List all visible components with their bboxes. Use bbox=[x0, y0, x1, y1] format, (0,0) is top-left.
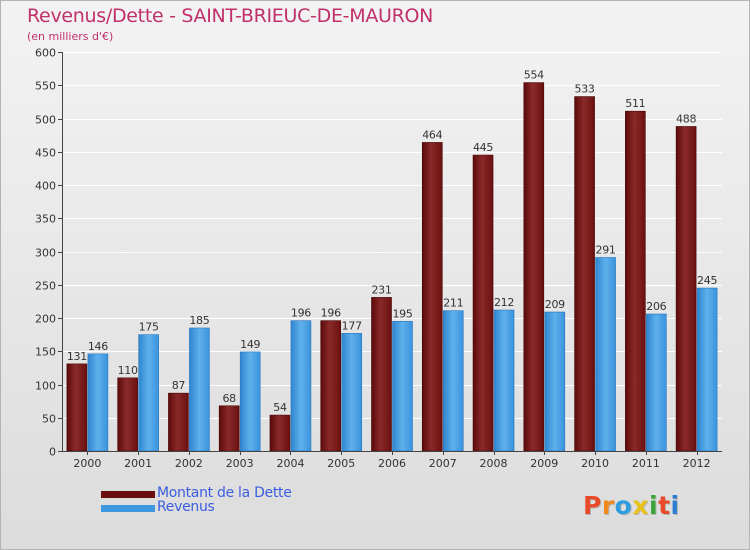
x-tick-label: 2011 bbox=[632, 457, 660, 470]
bar-dette bbox=[168, 392, 189, 452]
x-tick-label: 2006 bbox=[378, 457, 406, 470]
legend-swatch-dette bbox=[101, 491, 155, 498]
value-label-revenus: 291 bbox=[596, 243, 616, 256]
value-label-dette: 231 bbox=[371, 283, 391, 296]
bar-revenus bbox=[595, 257, 616, 452]
value-label-dette: 110 bbox=[118, 364, 138, 377]
y-tick-label: 150 bbox=[35, 346, 56, 359]
y-tick-label: 0 bbox=[49, 446, 56, 459]
value-label-dette: 68 bbox=[222, 392, 236, 405]
x-tick-label: 2007 bbox=[429, 457, 457, 470]
bar-dette bbox=[574, 96, 595, 452]
bar-revenus bbox=[544, 311, 566, 452]
logo-letter: t bbox=[658, 491, 671, 520]
legend-label-revenus: Revenus bbox=[157, 499, 215, 515]
value-label-dette: 87 bbox=[172, 379, 186, 392]
bar-dette bbox=[421, 142, 443, 452]
legend-label-dette: Montant de la Dette bbox=[157, 485, 292, 501]
bar-dette bbox=[371, 297, 392, 452]
bar-revenus bbox=[239, 351, 261, 452]
bar-revenus bbox=[341, 332, 363, 452]
logo-letter: x bbox=[632, 491, 649, 520]
y-tick-label: 600 bbox=[35, 47, 56, 60]
bar-dette bbox=[523, 82, 545, 452]
value-label-dette: 54 bbox=[273, 401, 287, 414]
logo-letter: i bbox=[670, 491, 680, 520]
value-label-dette: 445 bbox=[473, 141, 493, 154]
bar-revenus bbox=[696, 287, 718, 452]
bar-dette bbox=[472, 154, 494, 452]
bar-dette bbox=[320, 320, 342, 452]
value-label-revenus: 177 bbox=[342, 319, 362, 332]
value-label-dette: 554 bbox=[524, 69, 544, 82]
x-tick-label: 2012 bbox=[683, 457, 711, 470]
x-tick-label: 2001 bbox=[124, 457, 152, 470]
value-label-revenus: 195 bbox=[392, 307, 412, 320]
value-label-revenus: 212 bbox=[494, 296, 514, 309]
grid-lines bbox=[62, 52, 722, 419]
value-label-dette: 196 bbox=[321, 307, 341, 320]
y-tick-label: 200 bbox=[35, 313, 56, 326]
x-tick-label: 2003 bbox=[226, 457, 254, 470]
value-label-dette: 533 bbox=[575, 83, 595, 96]
bar-revenus bbox=[189, 327, 210, 452]
y-tick-label: 250 bbox=[35, 280, 56, 293]
y-tick-label: 300 bbox=[35, 247, 56, 260]
bar-revenus bbox=[442, 310, 464, 452]
x-tick-label: 2009 bbox=[530, 457, 558, 470]
value-label-dette: 488 bbox=[676, 112, 696, 125]
bar-revenus bbox=[290, 320, 312, 452]
y-tick-label: 50 bbox=[42, 413, 56, 426]
value-label-revenus: 211 bbox=[443, 297, 463, 310]
bar-dette bbox=[117, 377, 138, 452]
legend-swatch-revenus bbox=[101, 505, 155, 512]
bars bbox=[66, 82, 718, 452]
x-tick-label: 2004 bbox=[276, 457, 304, 470]
value-label-dette: 511 bbox=[625, 97, 645, 110]
value-label-revenus: 209 bbox=[545, 298, 565, 311]
bar-dette bbox=[625, 110, 646, 452]
value-label-revenus: 175 bbox=[139, 321, 159, 334]
bar-revenus bbox=[646, 313, 667, 452]
value-label-dette: 464 bbox=[422, 128, 442, 141]
x-tick-label: 2002 bbox=[175, 457, 203, 470]
bar-revenus bbox=[87, 353, 109, 452]
y-tick-label: 100 bbox=[35, 380, 56, 393]
value-label-revenus: 149 bbox=[240, 338, 260, 351]
value-label-revenus: 185 bbox=[189, 314, 209, 327]
bar-dette bbox=[66, 363, 88, 452]
value-label-dette: 131 bbox=[67, 350, 87, 363]
bar-revenus bbox=[493, 309, 515, 452]
x-axis-ticks: 2000 2001 2002 2003 2004 2005 2006 2007 2008 2009… bbox=[73, 451, 711, 470]
y-axis-ticks: 0 50 100 150 200 250 300 350 400 450 500 550 600 bbox=[35, 47, 62, 459]
x-tick-label: 2000 bbox=[73, 457, 101, 470]
x-tick-label: 2010 bbox=[581, 457, 609, 470]
y-tick-label: 500 bbox=[35, 114, 56, 127]
x-tick-label: 2008 bbox=[480, 457, 508, 470]
y-tick-label: 450 bbox=[35, 147, 56, 160]
logo-letter: P bbox=[583, 491, 602, 520]
y-tick-label: 550 bbox=[35, 80, 56, 93]
bar-revenus bbox=[138, 334, 159, 452]
value-label-revenus: 196 bbox=[291, 307, 311, 320]
y-tick-label: 400 bbox=[35, 180, 56, 193]
y-tick-label: 350 bbox=[35, 213, 56, 226]
bar-dette bbox=[218, 405, 240, 452]
bar-dette bbox=[675, 126, 697, 452]
bar-revenus bbox=[392, 321, 413, 452]
logo-letter: r bbox=[601, 491, 615, 520]
x-tick-label: 2005 bbox=[327, 457, 355, 470]
bar-dette bbox=[269, 414, 291, 452]
proxiti-logo: Proxiti bbox=[583, 491, 680, 520]
chart-subtitle: (en milliers d'€) bbox=[27, 30, 114, 43]
value-label-revenus: 146 bbox=[88, 340, 108, 353]
chart-title: Revenus/Dette - SAINT-BRIEUC-DE-MAURON bbox=[27, 5, 434, 27]
logo-letter: i bbox=[649, 491, 659, 520]
value-label-revenus: 206 bbox=[646, 300, 666, 313]
logo-letter: o bbox=[614, 491, 633, 520]
value-label-revenus: 245 bbox=[697, 274, 717, 287]
